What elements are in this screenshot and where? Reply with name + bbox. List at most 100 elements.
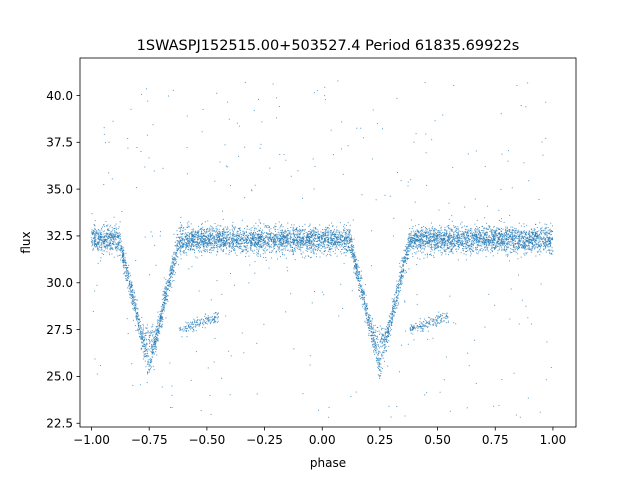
data-point xyxy=(322,242,324,244)
data-point xyxy=(430,248,432,250)
data-point xyxy=(176,256,178,258)
data-point xyxy=(200,241,202,243)
data-point xyxy=(280,241,282,243)
data-point xyxy=(276,243,278,245)
data-point xyxy=(140,331,142,333)
data-point xyxy=(244,234,246,236)
data-point xyxy=(481,229,483,231)
data-point xyxy=(148,338,150,340)
data-point xyxy=(203,240,205,242)
data-point xyxy=(182,243,184,245)
data-point xyxy=(365,294,367,296)
data-point xyxy=(535,243,537,245)
data-point xyxy=(98,245,100,247)
data-point xyxy=(551,238,553,240)
data-point xyxy=(422,235,424,237)
data-point xyxy=(540,231,542,233)
data-point xyxy=(208,242,210,244)
data-point xyxy=(346,242,348,244)
data-point xyxy=(381,346,383,348)
data-point xyxy=(469,255,471,257)
data-point xyxy=(204,238,206,240)
data-point xyxy=(479,231,481,233)
data-point xyxy=(268,226,270,228)
data-point xyxy=(157,334,159,336)
data-point xyxy=(330,243,332,245)
data-point xyxy=(551,247,553,249)
data-point xyxy=(510,232,512,234)
data-point xyxy=(133,290,135,292)
data-point xyxy=(269,236,271,238)
data-point xyxy=(407,238,409,240)
data-point xyxy=(214,243,216,245)
data-point xyxy=(370,337,372,339)
data-point xyxy=(304,240,306,242)
data-point xyxy=(489,242,491,244)
data-point xyxy=(107,241,109,243)
data-point xyxy=(240,246,242,248)
data-point xyxy=(324,232,326,234)
data-point xyxy=(148,335,150,337)
data-point xyxy=(124,275,126,277)
data-point xyxy=(438,245,440,247)
data-point xyxy=(258,253,260,255)
data-point xyxy=(529,234,531,236)
data-point xyxy=(505,239,507,241)
data-point xyxy=(354,263,356,265)
data-point xyxy=(202,226,204,228)
data-point xyxy=(417,239,419,241)
data-point xyxy=(141,348,143,350)
data-point xyxy=(448,240,449,242)
data-point xyxy=(380,363,382,365)
data-point xyxy=(123,259,125,261)
data-point xyxy=(507,238,509,240)
data-point xyxy=(524,247,526,249)
data-point xyxy=(152,353,154,355)
data-point xyxy=(377,374,379,376)
data-point xyxy=(441,246,443,248)
data-point xyxy=(431,236,433,238)
data-point xyxy=(394,308,396,310)
data-point xyxy=(331,242,333,244)
data-point xyxy=(106,245,108,247)
data-point xyxy=(168,279,170,281)
data-point xyxy=(268,237,270,239)
data-point xyxy=(144,353,146,355)
data-point xyxy=(416,247,418,249)
data-point xyxy=(299,229,301,231)
data-point xyxy=(178,227,180,229)
data-point xyxy=(394,300,396,302)
data-point xyxy=(251,236,253,238)
data-point xyxy=(379,358,381,360)
data-point xyxy=(264,243,266,245)
data-point xyxy=(156,325,158,327)
data-point xyxy=(316,237,318,239)
data-point xyxy=(290,242,292,244)
data-point xyxy=(525,231,527,233)
data-point xyxy=(307,248,309,250)
data-point xyxy=(273,240,275,242)
data-point xyxy=(279,240,281,242)
data-point xyxy=(550,230,552,232)
data-point xyxy=(92,249,94,251)
data-point xyxy=(430,230,432,232)
data-point xyxy=(497,236,499,238)
data-point xyxy=(452,247,453,249)
data-point xyxy=(473,242,475,244)
data-point xyxy=(266,237,268,239)
data-point xyxy=(124,259,126,261)
data-point xyxy=(528,232,530,234)
data-point xyxy=(435,246,437,248)
data-point xyxy=(178,264,180,266)
data-point xyxy=(478,234,480,236)
data-point xyxy=(103,236,105,238)
data-point xyxy=(337,241,339,243)
data-point xyxy=(512,229,514,231)
data-point xyxy=(201,243,203,245)
data-point xyxy=(495,229,497,231)
data-point xyxy=(358,280,360,282)
data-point xyxy=(186,243,188,245)
data-point xyxy=(246,236,248,238)
data-point xyxy=(510,239,512,241)
data-point xyxy=(402,265,404,267)
